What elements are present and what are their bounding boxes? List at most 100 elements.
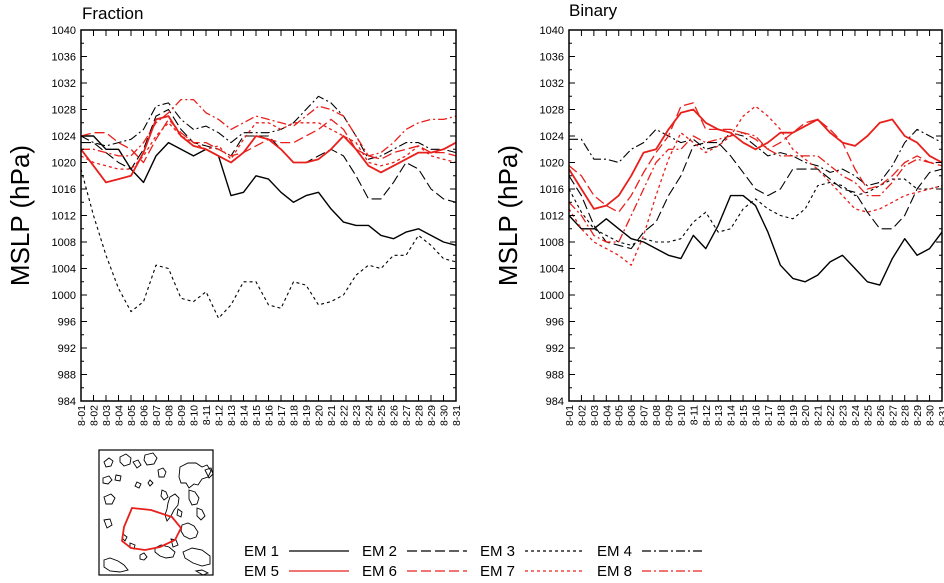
x-tick-label: 8-22	[825, 405, 837, 426]
region-outline	[121, 507, 183, 551]
panel-fraction: Fraction MSLP (hPa) 984 988 992 996 1000 1004 10…	[5, 4, 463, 426]
x-tick-label: 8-28	[414, 405, 426, 426]
x-tick-label: 8-23	[838, 405, 850, 426]
series-line-em-3	[568, 178, 943, 246]
x-tick-label: 8-30	[439, 405, 451, 426]
y-tick-label: 1016	[52, 184, 76, 196]
x-tick-label: 8-19	[301, 405, 313, 426]
x-tick-label: 8-16	[751, 405, 763, 426]
x-tick-label: 8-18	[289, 405, 301, 426]
series-group	[568, 102, 943, 286]
x-tick-label: 8-16	[264, 405, 276, 426]
x-tick-label: 8-09	[663, 405, 675, 426]
legend-label: EM 1	[244, 543, 279, 560]
y-tick-label: 1000	[52, 290, 76, 302]
region-inset-map	[98, 449, 214, 576]
y-tick-label: 988	[58, 370, 76, 382]
y-axis-label: MSLP (hPa)	[5, 145, 35, 286]
y-tick-label: 1028	[52, 105, 76, 117]
x-tick-label: 8-19	[788, 405, 800, 426]
x-tick-label: 8-23	[351, 405, 363, 426]
x-tick-label: 8-26	[875, 405, 887, 426]
y-tick-label: 984	[58, 396, 76, 408]
x-tick-label: 8-03	[101, 405, 113, 426]
legend-label: EM 7	[480, 563, 515, 578]
x-tick-label: 8-31	[937, 405, 944, 426]
y-tick-label: 1032	[540, 78, 564, 90]
legend-label: EM 2	[362, 543, 397, 560]
x-tick-label: 8-04	[114, 405, 126, 426]
x-tick-label: 8-11	[201, 405, 213, 425]
y-tick-label: 1036	[540, 52, 564, 64]
x-tick-label: 8-25	[376, 405, 388, 426]
series-line-em-2	[568, 142, 943, 250]
series-line-em-8	[568, 132, 942, 243]
series-line-em-6	[80, 118, 457, 164]
legend-item-em-5: EM 5	[244, 563, 349, 580]
x-tick-label: 8-04	[601, 405, 613, 426]
x-tick-label: 8-14	[239, 405, 251, 426]
y-tick-label: 1008	[52, 237, 76, 249]
x-tick-label: 8-21	[326, 405, 338, 426]
series-line-em-6	[568, 102, 943, 213]
y-tick-label: 996	[58, 317, 76, 329]
legend: EM 1 EM 2 EM 3 EM 4 EM 5 EM 6 EM 7 EM 8	[244, 543, 702, 580]
x-tick-label: 8-22	[339, 405, 351, 426]
x-tick-label: 8-28	[900, 405, 912, 426]
legend-item-em-2: EM 2	[362, 543, 467, 560]
series-line-em-4	[569, 128, 943, 187]
y-tick-label: 1032	[52, 78, 76, 90]
series-line-em-7	[80, 122, 457, 170]
x-tick-label: 8-25	[862, 405, 874, 426]
x-tick-label: 8-31	[451, 405, 463, 426]
y-tick-label: 1024	[52, 131, 76, 143]
x-tick-label: 8-21	[813, 405, 825, 426]
x-tick-label: 8-29	[912, 405, 924, 426]
y-tick-label: 1004	[52, 264, 76, 276]
x-tick-label: 8-02	[576, 405, 588, 426]
x-tick-label: 8-08	[651, 405, 663, 426]
x-tick-label: 8-06	[626, 405, 638, 426]
y-tick-label: 992	[546, 343, 564, 355]
x-tick-label: 8-20	[800, 405, 812, 426]
x-tick-label: 8-05	[126, 405, 138, 426]
series-line-em-3	[80, 168, 457, 319]
series-line-em-1	[81, 135, 457, 246]
x-tick-label: 8-20	[314, 405, 326, 426]
x-tick-label: 8-14	[726, 405, 738, 426]
legend-item-em-7: EM 7	[480, 563, 585, 580]
legend-label: EM 3	[480, 543, 515, 560]
y-tick-label: 1040	[52, 25, 76, 37]
x-tick-label: 8-15	[738, 405, 750, 426]
x-tick-label: 8-18	[775, 405, 787, 426]
legend-label: EM 8	[597, 563, 632, 578]
legend-label: EM 5	[244, 563, 279, 578]
y-axis-label: MSLP (hPa)	[493, 145, 523, 286]
x-tick-label: 8-17	[763, 405, 775, 426]
x-tick-label: 8-09	[176, 405, 188, 426]
x-tick-label: 8-01	[564, 405, 576, 426]
chart-title-binary: Binary	[569, 1, 618, 20]
y-tick-label: 1016	[540, 184, 564, 196]
x-tick-label: 8-15	[251, 405, 263, 426]
series-line-em-8	[81, 98, 457, 157]
y-tick-label: 1036	[52, 52, 76, 64]
x-tick-label: 8-03	[589, 405, 601, 426]
legend-item-em-3: EM 3	[480, 543, 585, 560]
x-tick-label: 8-08	[164, 405, 176, 426]
x-tick-label: 8-05	[614, 405, 626, 426]
plot-frame	[568, 29, 943, 402]
y-tick-label: 992	[58, 343, 76, 355]
y-tick-label: 1024	[540, 131, 564, 143]
x-tick-label: 8-13	[226, 405, 238, 426]
x-tick-label: 8-24	[850, 405, 862, 426]
y-tick-label: 984	[546, 396, 564, 408]
y-tick-label: 988	[546, 370, 564, 382]
y-tick-label: 1012	[540, 211, 564, 223]
x-tick-label: 8-17	[276, 405, 288, 426]
x-tick-label: 8-24	[364, 405, 376, 426]
y-tick-label: 1020	[540, 158, 564, 170]
x-tick-label: 8-07	[639, 405, 651, 426]
panel-binary: Binary MSLP (hPa) 984 988 992 996 1000 1004 1008…	[493, 1, 944, 426]
